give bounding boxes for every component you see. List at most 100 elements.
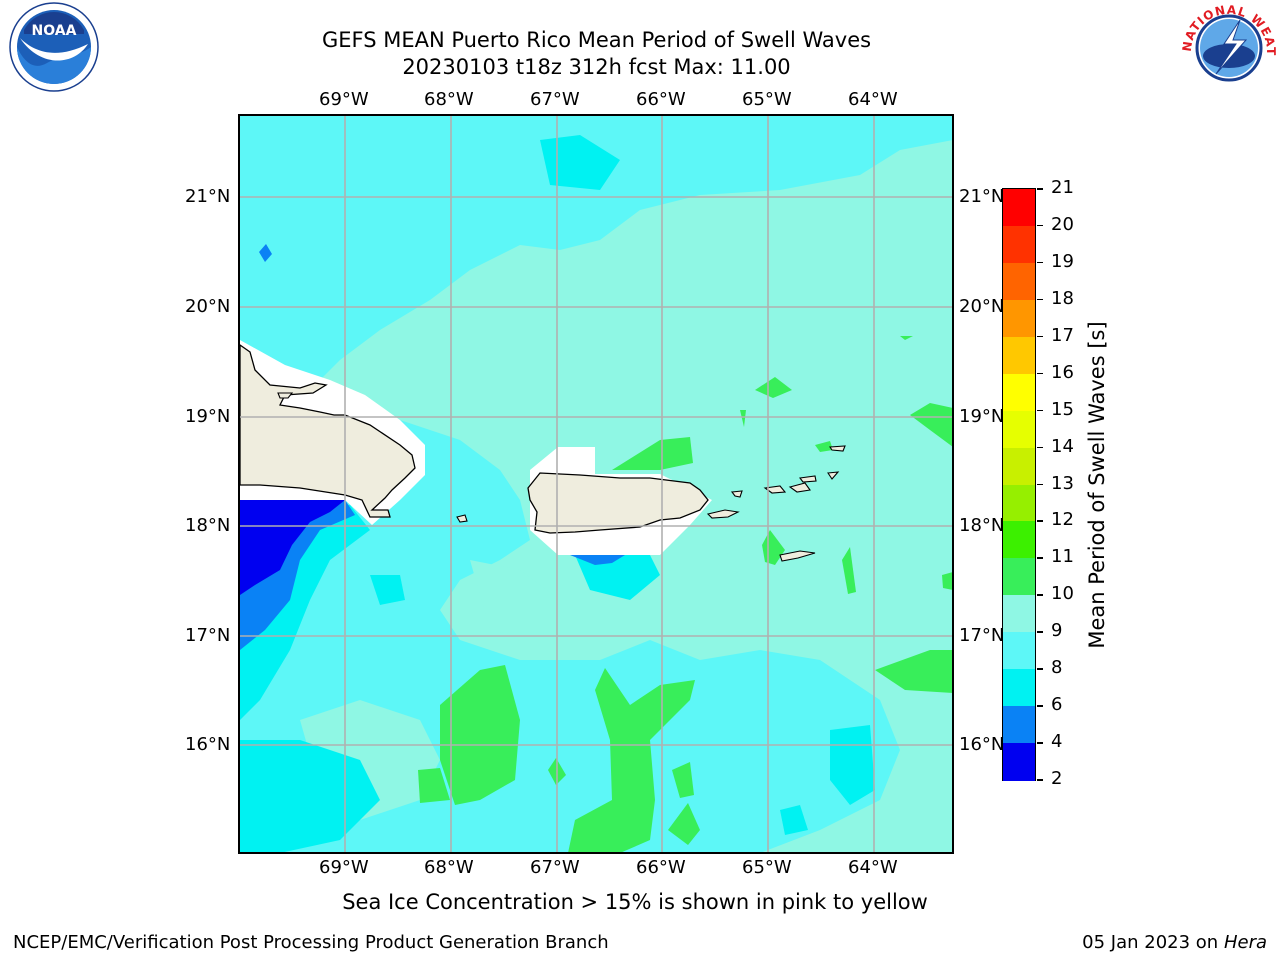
colorbar-segment <box>1003 595 1035 633</box>
credit-text: NCEP/EMC/Verification Post Processing Pr… <box>13 932 609 953</box>
colorbar-tick-mark <box>1037 409 1043 412</box>
contour-9-10-patch <box>470 560 560 640</box>
colorbar-segment <box>1003 632 1035 670</box>
lon-label-top: 65°W <box>742 89 792 110</box>
colorbar-tick-label: 17 <box>1051 324 1074 346</box>
lat-label-left: 19°N <box>185 406 231 427</box>
colorbar-tick-mark <box>1037 520 1043 522</box>
contour-10-11 <box>815 441 833 452</box>
colorbar-segment <box>1003 706 1035 744</box>
contour-4-6 <box>259 244 272 262</box>
colorbar-tick-label: 18 <box>1051 287 1074 309</box>
map-frame <box>238 114 954 854</box>
colorbar-tick-label: 19 <box>1051 250 1074 272</box>
lon-label-top: 66°W <box>636 89 686 110</box>
lat-label-left: 16°N <box>185 734 231 755</box>
lat-label-right: 20°N <box>959 296 1005 317</box>
contour-2-4 <box>240 500 345 595</box>
colorbar-tick-mark <box>1037 188 1043 190</box>
contour-6-8 <box>370 575 405 605</box>
colorbar-tick-mark <box>1037 298 1043 301</box>
colorbar-tick-label: 16 <box>1051 361 1074 383</box>
lon-label-bottom: 65°W <box>742 857 792 878</box>
colorbar-tick-label: 8 <box>1051 657 1063 679</box>
colorbar-tick-label: 4 <box>1051 731 1063 753</box>
contour-10-11 <box>910 403 953 447</box>
lon-label-top: 64°W <box>848 89 898 110</box>
lon-label-bottom: 67°W <box>530 857 580 878</box>
contour-10-11 <box>440 665 520 805</box>
contour-10-11 <box>740 410 746 427</box>
colorbar-segment <box>1003 521 1035 559</box>
contour-10-11 <box>568 668 695 853</box>
lat-label-left: 17°N <box>185 625 231 646</box>
island <box>730 490 743 498</box>
contour-10-11 <box>612 437 693 470</box>
colorbar-segment <box>1003 484 1035 522</box>
colorbar-tick-mark <box>1037 742 1043 744</box>
colorbar-segment <box>1003 189 1035 227</box>
colorbar-segment <box>1003 336 1035 375</box>
island <box>827 471 840 480</box>
lat-label-right: 18°N <box>959 515 1005 536</box>
colorbar-tick-label: 9 <box>1051 620 1063 642</box>
island <box>779 550 816 562</box>
map-gridlines <box>240 115 953 853</box>
contour-6-8 <box>780 805 808 835</box>
lat-label-right: 19°N <box>959 406 1005 427</box>
lat-label-right: 16°N <box>959 734 1005 755</box>
colorbar-tick-mark <box>1037 446 1043 449</box>
lon-label-bottom: 64°W <box>848 857 898 878</box>
lon-label-bottom: 69°W <box>319 857 369 878</box>
island <box>706 509 740 519</box>
colorbar-tick-label: 21 <box>1051 177 1074 198</box>
lat-label-left: 21°N <box>185 186 231 207</box>
lat-label-right: 17°N <box>959 625 1005 646</box>
island <box>277 392 294 399</box>
island <box>763 485 787 494</box>
colorbar-strip <box>1002 188 1036 781</box>
colorbar-tick-label: 10 <box>1051 583 1074 605</box>
lon-label-top: 67°W <box>530 89 580 110</box>
colorbar-tick-label: 14 <box>1051 435 1074 457</box>
colorbar-segment <box>1003 262 1035 301</box>
island <box>456 514 468 523</box>
lon-label-top: 68°W <box>424 89 474 110</box>
colorbar-segment <box>1003 669 1035 707</box>
lat-label-left: 20°N <box>185 296 231 317</box>
colorbar-tick-mark <box>1037 557 1043 559</box>
run-date: 05 Jan 2023 on Hera <box>1082 932 1267 953</box>
colorbar-tick-mark <box>1037 335 1043 338</box>
colorbar-tick-label: 12 <box>1051 509 1074 531</box>
contour-8-9-west <box>240 115 953 853</box>
contour-6-8 <box>540 135 620 190</box>
colorbar-tick-mark <box>1037 483 1043 485</box>
host-name: Hera <box>1223 932 1267 953</box>
contour-10-11 <box>418 768 450 803</box>
contour-10-11 <box>875 650 953 693</box>
colorbar-tick-mark <box>1037 705 1043 707</box>
island <box>788 482 811 493</box>
contour-10-11 <box>942 572 953 590</box>
colorbar-tick-mark <box>1037 594 1043 596</box>
colorbar-tick-label: 15 <box>1051 398 1074 420</box>
contour-10-11 <box>842 547 856 594</box>
colorbar-tick-mark <box>1037 224 1043 227</box>
sea-ice-note: Sea Ice Concentration > 15% is shown in … <box>342 890 928 914</box>
map-subtitle: 20230103 t18z 312h fcst Max: 11.00 <box>402 55 791 79</box>
colorbar-tick-label: 11 <box>1051 546 1074 568</box>
contour-4-6 <box>570 555 625 565</box>
island <box>798 475 817 483</box>
colorbar-segment <box>1003 225 1035 264</box>
colorbar-segment <box>1003 299 1035 338</box>
island <box>829 445 846 452</box>
colorbar-tick-mark <box>1037 779 1043 781</box>
colorbar-segment <box>1003 447 1035 485</box>
contour-10-11 <box>900 336 913 340</box>
contour-10-11 <box>668 803 700 845</box>
colorbar-tick-label: 2 <box>1051 768 1063 789</box>
colorbar-segment <box>1003 410 1035 449</box>
colorbar-tick-mark <box>1037 668 1043 670</box>
colorbar-tick-mark <box>1037 261 1043 264</box>
